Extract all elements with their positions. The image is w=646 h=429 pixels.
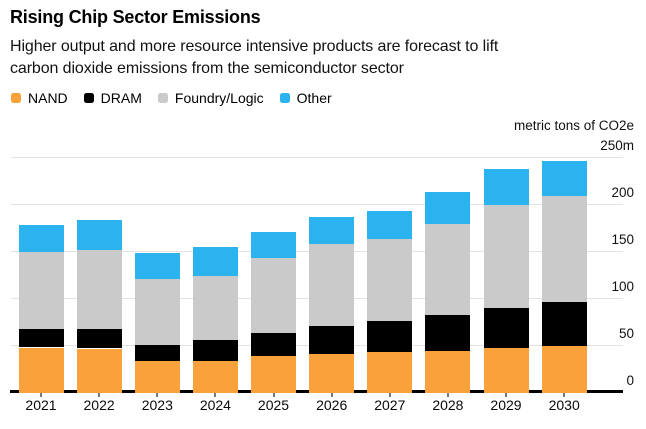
- bar-2022-nand: [76, 348, 122, 393]
- x-axis-label-2021: 2021: [25, 397, 57, 413]
- bar-2022-dram: [76, 328, 122, 349]
- x-tick-2030: [563, 393, 566, 397]
- legend-label: NAND: [28, 90, 68, 106]
- bar-2021-foundry-logic: [18, 251, 64, 329]
- bar-2023-nand: [134, 360, 180, 393]
- bar-2023-other: [134, 252, 180, 279]
- legend-label: Foundry/Logic: [174, 90, 264, 106]
- y-axis-label-50: 50: [618, 325, 634, 341]
- bar-2021-dram: [18, 328, 64, 348]
- legend-item-other: Other: [279, 90, 332, 106]
- bar-2028-nand: [425, 351, 471, 393]
- bar-2024-other: [192, 246, 238, 276]
- x-tick-2024: [214, 393, 217, 397]
- legend: NAND DRAM Foundry/Logic Other: [11, 90, 332, 106]
- y-axis-unit-label: metric tons of CO2e: [513, 118, 634, 133]
- x-tick-2023: [156, 393, 159, 397]
- x-tick-2028: [446, 393, 449, 397]
- legend-swatch-nand: [11, 93, 21, 103]
- x-tick-2021: [40, 393, 42, 397]
- bar-2028-other: [425, 191, 471, 224]
- bar-2028-foundry-logic: [425, 223, 471, 315]
- legend-item-nand: NAND: [11, 90, 68, 106]
- bar-2026-other: [309, 216, 355, 245]
- bar-2026-dram: [309, 325, 355, 355]
- bar-2025-foundry-logic: [251, 258, 296, 334]
- bar-2024-nand: [192, 360, 238, 393]
- legend-label: Other: [296, 90, 332, 106]
- bar-2030-foundry-logic: [541, 196, 587, 303]
- x-axis-label-2025: 2025: [257, 397, 290, 413]
- bar-2030-dram: [541, 302, 587, 346]
- x-axis-label-2030: 2030: [548, 397, 580, 413]
- y-axis-label-0: 0: [626, 372, 634, 388]
- x-tick-2027: [388, 393, 391, 397]
- x-tick-2025: [272, 393, 275, 397]
- bar-2022-foundry-logic: [76, 249, 122, 329]
- bar-2027-other: [367, 211, 413, 240]
- y-axis-label-200: 200: [611, 184, 634, 200]
- x-axis-label-2029: 2029: [490, 397, 522, 413]
- bar-2027-dram: [367, 321, 413, 353]
- x-axis-label-2027: 2027: [374, 397, 406, 413]
- bar-2027-nand: [367, 352, 413, 393]
- x-axis-label-2028: 2028: [432, 397, 464, 413]
- bar-2030-nand: [541, 345, 587, 393]
- legend-swatch-dram: [83, 93, 94, 103]
- legend-swatch-foundry-logic: [157, 93, 168, 103]
- bar-2025-nand: [251, 356, 296, 393]
- bar-2021-other: [18, 225, 64, 252]
- bar-2021-nand: [18, 347, 64, 393]
- bar-2028-dram: [425, 314, 471, 352]
- y-axis-label-100: 100: [611, 278, 634, 294]
- bar-2029-nand: [483, 347, 529, 393]
- bar-2023-foundry-logic: [134, 278, 180, 345]
- bar-2027-foundry-logic: [367, 239, 413, 322]
- bar-2024-dram: [192, 340, 238, 361]
- bar-2025-other: [251, 231, 296, 259]
- legend-swatch-other: [279, 93, 290, 103]
- gridline-250: [11, 156, 623, 158]
- chart-subtitle: Higher output and more resource intensiv…: [10, 36, 498, 80]
- bar-2029-other: [483, 168, 529, 205]
- x-axis-label-2022: 2022: [83, 397, 115, 413]
- x-tick-2026: [330, 393, 333, 397]
- bar-2029-foundry-logic: [483, 204, 529, 308]
- x-tick-2022: [98, 393, 101, 397]
- legend-item-dram: DRAM: [83, 90, 142, 106]
- legend-item-foundry-logic: Foundry/Logic: [157, 90, 264, 106]
- bar-2023-dram: [134, 344, 180, 361]
- bar-2024-foundry-logic: [192, 276, 238, 340]
- chart-subtitle-line: Higher output and more resource intensiv…: [10, 38, 499, 55]
- chart-title: Rising Chip Sector Emissions: [10, 7, 261, 27]
- legend-label: DRAM: [100, 90, 142, 106]
- bar-2030-other: [541, 160, 587, 197]
- x-axis-label-2024: 2024: [199, 397, 231, 413]
- chart-subtitle-line: carbon dioxide emissions from the semico…: [10, 60, 404, 77]
- bar-2022-other: [76, 219, 122, 250]
- bar-2029-dram: [483, 308, 529, 348]
- x-axis-label-2026: 2026: [316, 397, 348, 413]
- y-axis-label-250: 250m: [600, 137, 634, 153]
- gridline-200: [11, 203, 623, 205]
- y-axis-label-150: 150: [611, 231, 634, 247]
- x-axis-label-2023: 2023: [141, 397, 173, 413]
- bar-2025-dram: [251, 333, 296, 356]
- bar-2026-nand: [309, 354, 355, 393]
- x-tick-2029: [505, 393, 507, 397]
- bar-2026-foundry-logic: [309, 244, 355, 326]
